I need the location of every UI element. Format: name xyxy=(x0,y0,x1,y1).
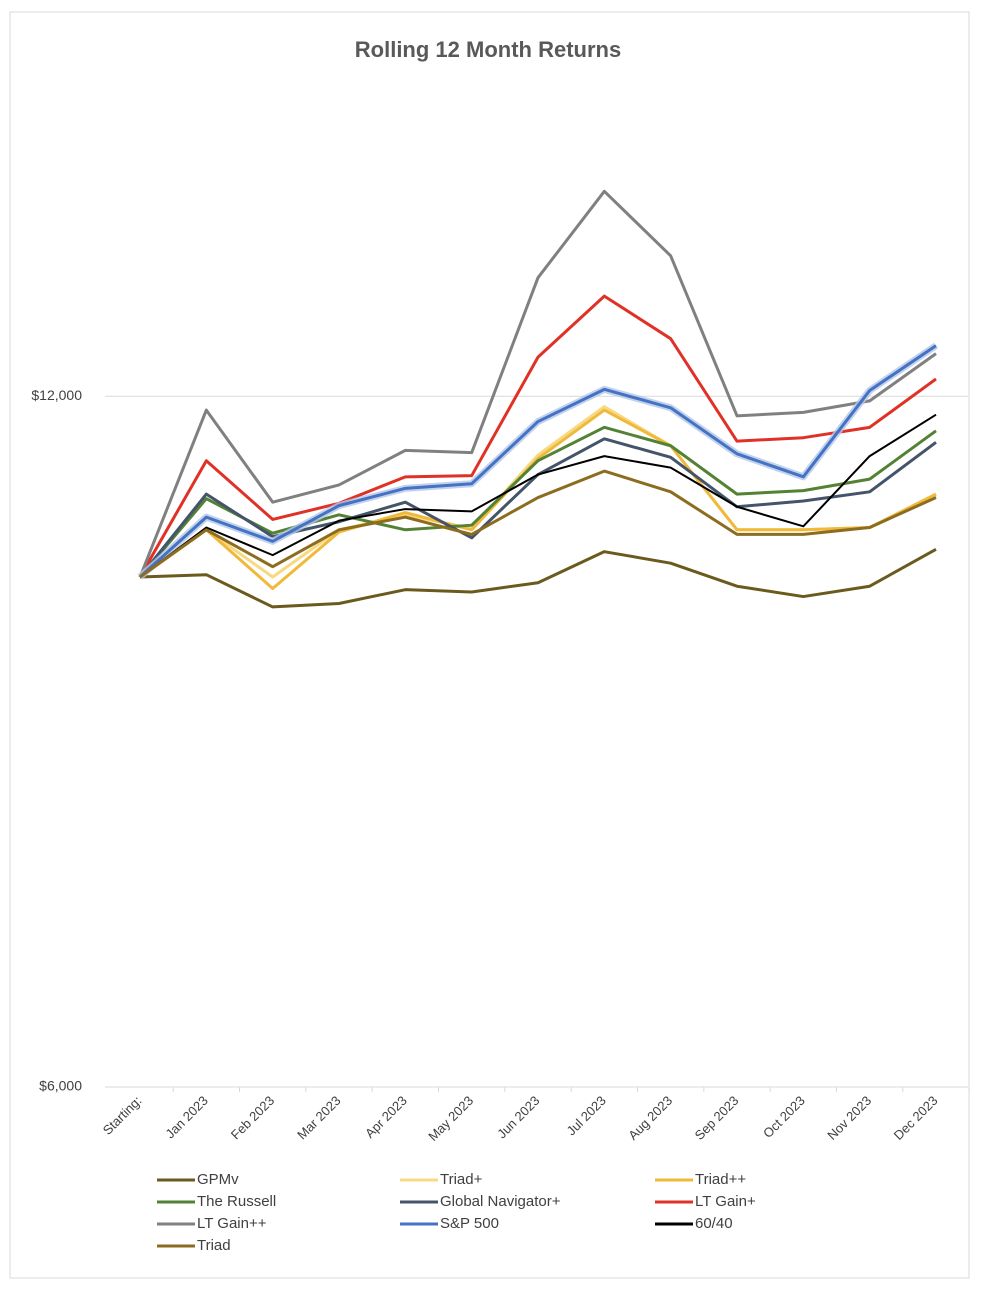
series-line xyxy=(138,425,937,578)
legend-label: Global Navigator+ xyxy=(440,1193,561,1210)
series-line xyxy=(139,408,937,591)
legend-label: Triad++ xyxy=(695,1171,746,1188)
series-line xyxy=(138,189,937,578)
legend-label: Triad+ xyxy=(440,1171,483,1188)
legend-label: 60/40 xyxy=(695,1215,733,1232)
series-line xyxy=(139,469,937,579)
chart-border xyxy=(9,11,970,1279)
series-line xyxy=(139,548,937,609)
legend-label: S&P 500 xyxy=(440,1215,499,1232)
series-line xyxy=(138,344,937,579)
chart-title: Rolling 12 Month Returns xyxy=(355,37,621,62)
legend-label: GPMv xyxy=(197,1171,239,1188)
y-tick-label: $12,000 xyxy=(31,387,82,403)
y-tick-label: $6,000 xyxy=(39,1078,82,1094)
series-line xyxy=(138,294,937,578)
legend-label: LT Gain++ xyxy=(197,1215,267,1232)
legend-label: The Russell xyxy=(197,1193,276,1210)
legend-label: LT Gain+ xyxy=(695,1193,756,1210)
series-line xyxy=(139,413,937,578)
legend-label: Triad xyxy=(197,1237,231,1254)
